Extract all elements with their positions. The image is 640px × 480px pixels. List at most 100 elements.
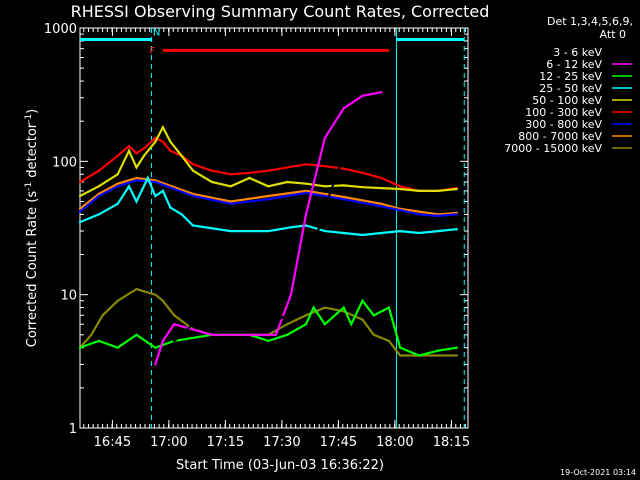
- series-point: [387, 306, 391, 309]
- series-point: [417, 210, 421, 213]
- series-point: [361, 129, 364, 132]
- series-point: [323, 206, 327, 209]
- x-tick-label: 17:45: [320, 435, 357, 450]
- series-point: [78, 207, 82, 211]
- series-point: [229, 229, 232, 233]
- series-point: [361, 185, 364, 189]
- series-point: [172, 187, 176, 191]
- series-point: [372, 333, 376, 337]
- series-point: [210, 333, 214, 337]
- series-line: [79, 179, 457, 218]
- series-point: [127, 149, 131, 152]
- series-point: [455, 187, 458, 191]
- series-line: [79, 176, 457, 216]
- series-point: [417, 231, 421, 235]
- legend-label: 6 - 12 keV: [546, 58, 602, 71]
- series-line: [79, 136, 457, 192]
- legend-label: 800 - 7000 keV: [518, 130, 602, 143]
- series-point: [285, 166, 289, 169]
- series-point: [267, 339, 270, 343]
- legend-label: 12 - 25 keV: [539, 70, 602, 83]
- series-point: [417, 354, 421, 357]
- series-point: [97, 185, 101, 188]
- series-point: [161, 339, 165, 343]
- series-point: [304, 182, 308, 185]
- series-point: [380, 202, 383, 206]
- series-point: [191, 163, 195, 166]
- series-point: [127, 185, 131, 188]
- chart-title: RHESSI Observing Summary Count Rates, Co…: [71, 2, 490, 21]
- series-point: [342, 306, 345, 309]
- legend-label: 50 - 100 keV: [532, 94, 602, 107]
- series-point: [78, 210, 82, 213]
- series-point: [342, 167, 345, 170]
- series-point: [455, 213, 458, 216]
- series-point: [380, 231, 383, 235]
- series-point: [372, 314, 376, 317]
- series-point: [285, 323, 289, 326]
- series-point: [154, 140, 157, 144]
- series-point: [323, 164, 327, 168]
- series-point: [191, 194, 195, 198]
- y-tick-label: 100: [52, 155, 77, 170]
- series-point: [342, 154, 345, 158]
- series-point: [116, 346, 119, 349]
- series-point: [127, 144, 131, 148]
- series-point: [274, 333, 278, 337]
- series-point: [248, 333, 251, 337]
- series-point: [169, 140, 172, 144]
- series-point: [323, 306, 327, 309]
- series-point: [436, 354, 440, 357]
- series-point: [78, 194, 82, 198]
- series-point: [285, 314, 289, 317]
- series-point: [312, 306, 315, 309]
- series-point: [191, 192, 195, 196]
- series-point: [116, 185, 119, 188]
- legend-label: 25 - 50 keV: [539, 82, 602, 95]
- series-point: [323, 136, 327, 140]
- series-point: [455, 346, 458, 349]
- series-point: [154, 346, 157, 349]
- series-point: [436, 229, 440, 233]
- series-point: [142, 147, 146, 150]
- series-point: [417, 213, 421, 216]
- series-point: [342, 231, 345, 235]
- series-point: [436, 349, 440, 352]
- series-point: [398, 346, 402, 349]
- series-point: [116, 173, 119, 176]
- series-point: [146, 176, 150, 180]
- series-point: [342, 184, 345, 187]
- series-point: [97, 194, 101, 198]
- legend-label: 300 - 800 keV: [525, 118, 602, 131]
- series-point: [161, 189, 165, 193]
- series-point: [229, 173, 232, 176]
- series-point: [267, 323, 270, 326]
- series-point: [323, 323, 327, 326]
- series-point: [455, 354, 458, 357]
- legend-header-line-1: Det 1,3,4,5,6,9,: [547, 15, 633, 28]
- series-point: [135, 200, 138, 203]
- series-point: [289, 293, 293, 296]
- series-point: [436, 214, 440, 218]
- annotation-F: F: [149, 46, 155, 57]
- series-point: [161, 126, 165, 129]
- series-point: [361, 94, 364, 98]
- y-tick-label: 1: [69, 422, 77, 437]
- series-point: [191, 169, 195, 172]
- series-point: [436, 189, 440, 193]
- legend-header-line-2: Att 0: [600, 28, 626, 41]
- series-point: [248, 176, 251, 180]
- x-tick-label: 16:45: [94, 435, 131, 450]
- series-point: [398, 185, 402, 188]
- series-point: [398, 354, 402, 357]
- x-axis-label: Start Time (03-Jun-03 16:36:22): [176, 458, 384, 473]
- series-point: [135, 152, 138, 155]
- series-point: [154, 180, 157, 184]
- series-point: [304, 213, 308, 216]
- series-point: [304, 323, 308, 326]
- legend-label: 3 - 6 keV: [553, 46, 602, 59]
- series-point: [116, 154, 119, 158]
- series-point: [135, 287, 138, 291]
- series-point: [361, 171, 364, 175]
